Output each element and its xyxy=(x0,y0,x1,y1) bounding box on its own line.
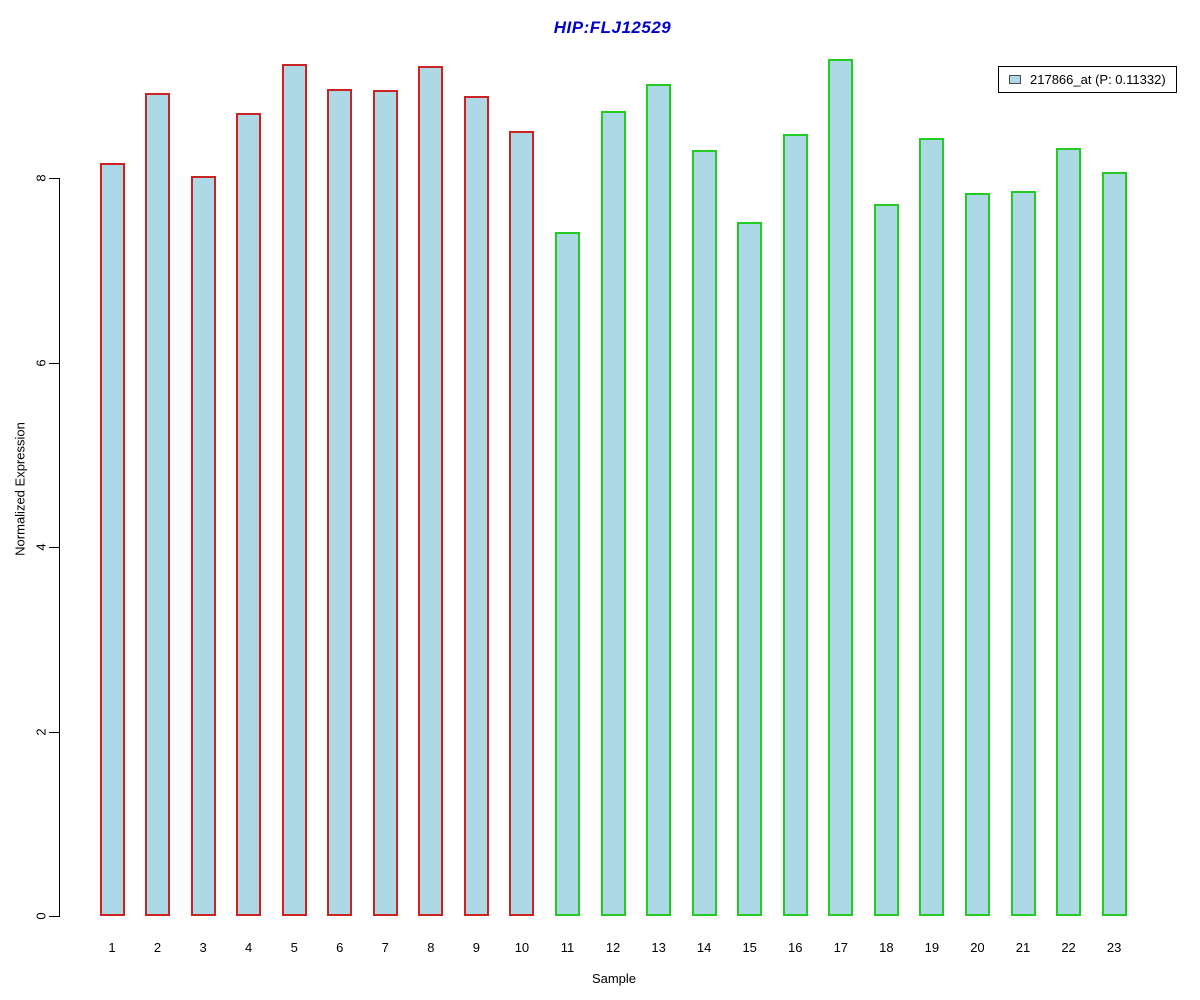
bar-sample-14 xyxy=(691,150,717,916)
bar-sample-8 xyxy=(418,66,444,916)
bar-sample-22 xyxy=(1056,148,1082,916)
x-tick-label: 6 xyxy=(336,940,344,955)
bar-sample-4 xyxy=(236,113,262,916)
bar-sample-5 xyxy=(281,64,307,916)
y-tick-label: 6 xyxy=(33,358,49,367)
y-tick-label: 4 xyxy=(33,543,49,551)
y-axis-label: Normalized Expression xyxy=(12,422,28,556)
bar-sample-10 xyxy=(509,131,535,916)
bar-sample-21 xyxy=(1010,191,1036,916)
x-tick-label: 13 xyxy=(651,940,666,955)
legend-label: 217866_at (P: 0.11332) xyxy=(1030,72,1166,87)
x-tick-label: 22 xyxy=(1061,940,1076,955)
x-tick-label: 16 xyxy=(788,940,803,955)
x-tick-label: 4 xyxy=(245,940,253,955)
x-tick-label: 7 xyxy=(381,940,389,955)
y-tick xyxy=(49,916,59,917)
bar-sample-7 xyxy=(372,90,398,916)
x-tick-label: 2 xyxy=(153,940,162,955)
bar-sample-12 xyxy=(600,111,626,916)
bar-sample-17 xyxy=(828,59,854,916)
x-tick-label: 20 xyxy=(970,940,985,955)
y-tick-label: 0 xyxy=(33,912,49,920)
x-tick-label: 21 xyxy=(1015,940,1031,955)
bar-sample-16 xyxy=(782,134,808,916)
x-tick-label: 12 xyxy=(605,940,621,955)
x-tick-label: 14 xyxy=(696,940,712,955)
bar-sample-18 xyxy=(873,204,899,916)
bar-sample-23 xyxy=(1101,172,1127,916)
x-tick-label: 19 xyxy=(924,940,940,955)
x-axis-label: Sample xyxy=(591,971,637,986)
bar-sample-2 xyxy=(145,93,171,916)
chart-title: HIP:FLJ12529 xyxy=(553,18,672,37)
bar-sample-11 xyxy=(555,232,580,916)
bar-sample-3 xyxy=(190,176,216,916)
bar-sample-1 xyxy=(99,163,125,916)
x-tick-label: 5 xyxy=(290,940,298,955)
x-tick-label: 17 xyxy=(833,940,849,955)
x-tick-label: 10 xyxy=(514,940,530,955)
x-tick-label: 8 xyxy=(427,940,435,955)
x-tick-label: 11 xyxy=(560,940,575,955)
y-tick xyxy=(49,178,59,179)
bar-sample-20 xyxy=(964,193,990,916)
y-tick xyxy=(49,731,59,733)
x-tick-label: 3 xyxy=(199,940,207,955)
bar-sample-9 xyxy=(463,96,489,916)
bar-sample-19 xyxy=(919,138,945,916)
legend-swatch-icon xyxy=(1009,75,1021,84)
y-tick-label: 8 xyxy=(33,174,49,182)
x-tick-label: 1 xyxy=(108,940,116,955)
y-axis-line xyxy=(59,178,60,917)
legend: 217866_at (P: 0.11332) xyxy=(998,66,1177,93)
x-tick-label: 15 xyxy=(742,940,757,955)
x-tick-label: 18 xyxy=(879,940,894,955)
x-tick-label: 9 xyxy=(472,940,480,955)
x-tick-label: 23 xyxy=(1106,940,1122,955)
y-tick xyxy=(49,547,59,548)
bar-sample-15 xyxy=(737,222,763,916)
y-tick-label: 2 xyxy=(33,727,49,736)
bar-sample-13 xyxy=(646,84,672,916)
bar-sample-6 xyxy=(327,89,353,916)
y-tick xyxy=(49,362,59,364)
